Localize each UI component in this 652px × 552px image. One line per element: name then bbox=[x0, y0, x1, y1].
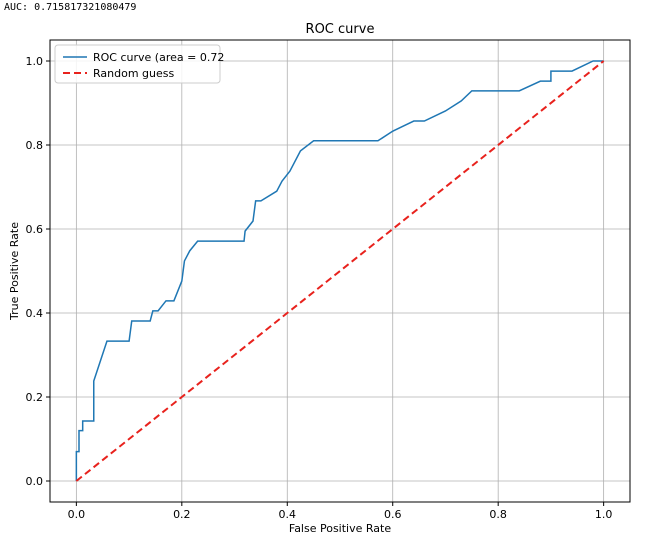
legend: ROC curve (area = 0.72 Random guess bbox=[54, 44, 224, 84]
series-layer bbox=[75, 60, 605, 482]
tick-layer: 0.0 0.2 0.4 0.6 0.8 1.0 0.0 0.2 0.4 0.6 0.8 1.0 bbox=[26, 55, 613, 521]
legend-entry-label: Random guess bbox=[93, 67, 174, 80]
x-axis-label: False Positive Rate bbox=[289, 522, 391, 535]
y-tick-label: 0.6 bbox=[26, 223, 44, 236]
y-tick-label: 0.2 bbox=[26, 391, 44, 404]
legend-box bbox=[54, 44, 221, 84]
grid-lines bbox=[50, 40, 630, 502]
auc-output-text: AUC: 0.715817321080479 bbox=[4, 2, 137, 13]
x-tick-label: 0.0 bbox=[68, 508, 86, 521]
chart-title: ROC curve bbox=[306, 22, 375, 37]
y-tick-label: 0.0 bbox=[26, 475, 44, 488]
x-tick-label: 0.4 bbox=[279, 508, 297, 521]
x-tick-label: 0.8 bbox=[489, 508, 507, 521]
y-tick-label: 0.8 bbox=[26, 139, 44, 152]
y-tick-label: 0.4 bbox=[26, 307, 44, 320]
legend-entry-label: ROC curve (area = 0.72 bbox=[93, 51, 224, 64]
axes-frame bbox=[49, 39, 631, 503]
x-tick-label: 0.2 bbox=[173, 508, 191, 521]
y-tick-label: 1.0 bbox=[26, 55, 44, 68]
x-tick-label: 0.6 bbox=[384, 508, 402, 521]
roc-curve-line bbox=[75, 60, 604, 481]
y-axis-label: True Positive Rate bbox=[8, 222, 21, 321]
random-guess-line bbox=[75, 60, 605, 482]
x-tick-label: 1.0 bbox=[595, 508, 613, 521]
